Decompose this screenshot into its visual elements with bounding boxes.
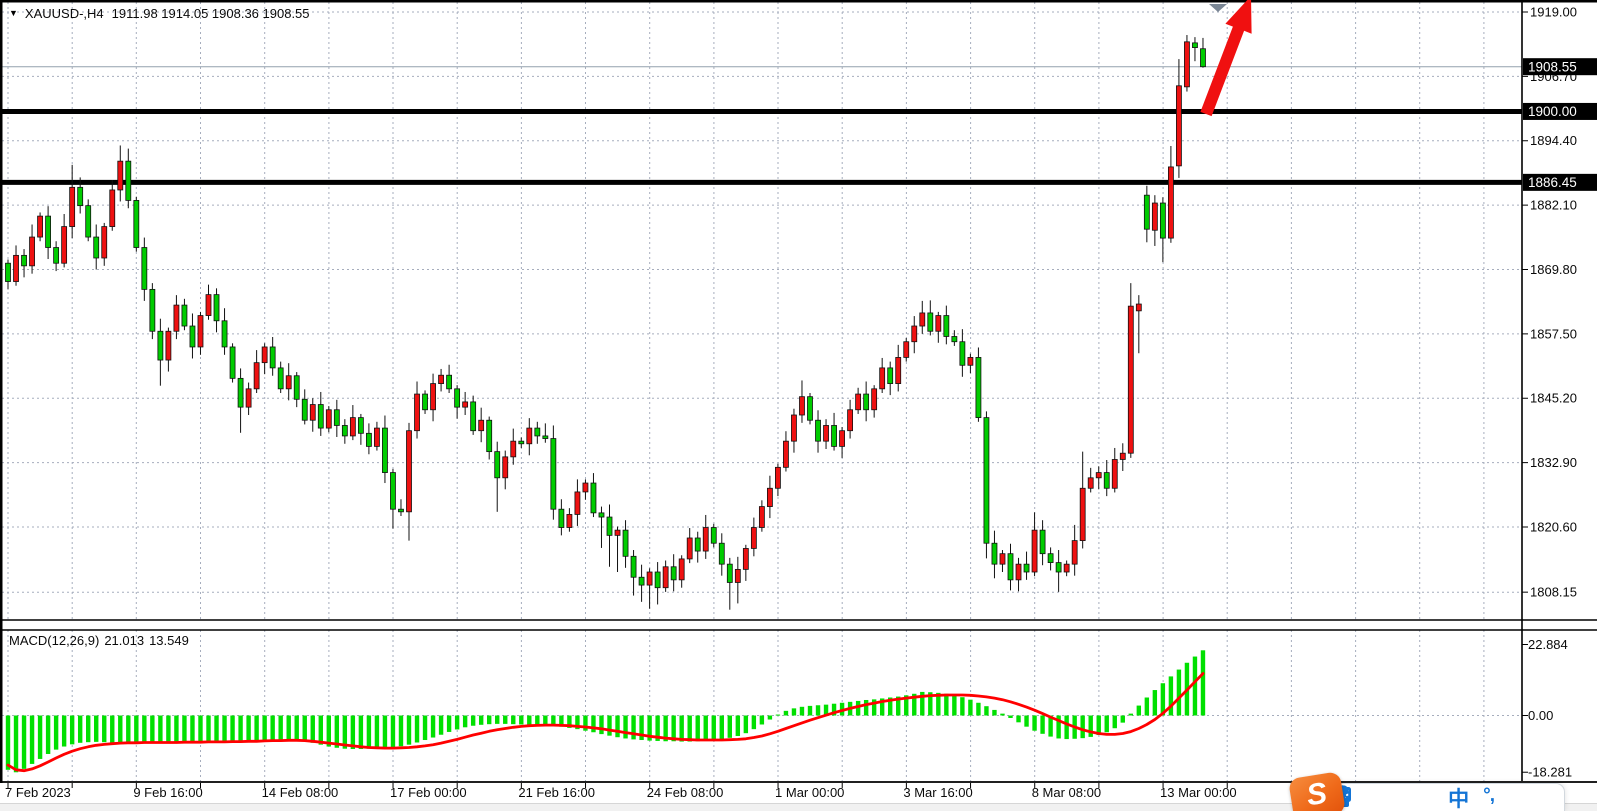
- svg-text:22.884: 22.884: [1528, 637, 1568, 652]
- macd-axis[interactable]: 22.884 0.00 -18.281: [1522, 637, 1572, 780]
- svg-text:9 Feb 16:00: 9 Feb 16:00: [133, 785, 202, 800]
- svg-text:1845.20: 1845.20: [1530, 391, 1577, 406]
- horizontal-level-lines[interactable]: [2, 108, 1522, 185]
- svg-text:3 Mar 16:00: 3 Mar 16:00: [903, 785, 972, 800]
- svg-text:1894.40: 1894.40: [1530, 133, 1577, 148]
- svg-text:-18.281: -18.281: [1528, 765, 1572, 780]
- candlestick-series: [5, 35, 1206, 610]
- chart-title: ▼ XAUUSD-,H4 1911.98 1914.05 1908.36 1908.…: [9, 6, 310, 21]
- svg-text:7 Feb 2023: 7 Feb 2023: [5, 785, 71, 800]
- macd-signal-line: [6, 672, 1205, 773]
- svg-text:1908.55: 1908.55: [1528, 59, 1577, 74]
- svg-text:14 Feb 08:00: 14 Feb 08:00: [262, 785, 339, 800]
- svg-text:1886.45: 1886.45: [1528, 175, 1577, 190]
- svg-text:1857.50: 1857.50: [1530, 326, 1577, 341]
- macd-histogram: [5, 650, 1206, 773]
- macd-name: MACD(12,26,9): [9, 633, 100, 648]
- price-axis[interactable]: 1919.001906.701894.401882.101869.801857.…: [1522, 5, 1577, 600]
- price-axis-badges: 1908.55 1900.00 1886.45: [1523, 58, 1597, 191]
- macd-indicator-label: MACD(12,26,9) 21.013 13.549: [9, 633, 194, 648]
- trend-arrow-annotation[interactable]: [1200, 0, 1252, 117]
- svg-text:1919.00: 1919.00: [1530, 5, 1577, 20]
- punctuation-icon[interactable]: °,: [1483, 784, 1495, 806]
- chart-symbol-period: XAUUSD-,H4: [24, 6, 104, 21]
- svg-text:17 Feb 00:00: 17 Feb 00:00: [390, 785, 467, 800]
- svg-text:1 Mar 00:00: 1 Mar 00:00: [775, 785, 844, 800]
- sogou-logo-letter: S: [1304, 776, 1330, 811]
- macd-main-value: 21.013: [104, 633, 145, 648]
- svg-text:1808.15: 1808.15: [1530, 585, 1577, 600]
- chart-menu-triangle-icon[interactable]: ▼: [9, 8, 18, 18]
- chart-shift-triangle: [1209, 4, 1227, 12]
- status-strip: [0, 803, 1597, 811]
- svg-text:1820.60: 1820.60: [1530, 519, 1577, 534]
- time-axis[interactable]: 7 Feb 2023 9 Feb 16:00 14 Feb 08:00 17 Feb …: [5, 783, 1485, 800]
- macd-signal-value: 13.549: [149, 633, 189, 648]
- svg-text:1869.80: 1869.80: [1530, 262, 1577, 277]
- svg-text:8 Mar 08:00: 8 Mar 08:00: [1032, 785, 1101, 800]
- chart-ohlc-values: 1911.98 1914.05 1908.36 1908.55: [111, 6, 310, 21]
- ime-toolbar: 中 °,: [1325, 783, 1565, 811]
- svg-text:1900.00: 1900.00: [1528, 104, 1577, 119]
- svg-text:24 Feb 08:00: 24 Feb 08:00: [647, 785, 724, 800]
- svg-text:1882.10: 1882.10: [1530, 198, 1577, 213]
- svg-text:0.00: 0.00: [1528, 708, 1553, 723]
- svg-text:1832.90: 1832.90: [1530, 455, 1577, 470]
- svg-text:21 Feb 16:00: 21 Feb 16:00: [518, 785, 595, 800]
- svg-text:13 Mar 00:00: 13 Mar 00:00: [1160, 785, 1237, 800]
- sogou-logo[interactable]: S: [1288, 771, 1346, 811]
- chinese-mode-icon[interactable]: 中: [1448, 787, 1470, 811]
